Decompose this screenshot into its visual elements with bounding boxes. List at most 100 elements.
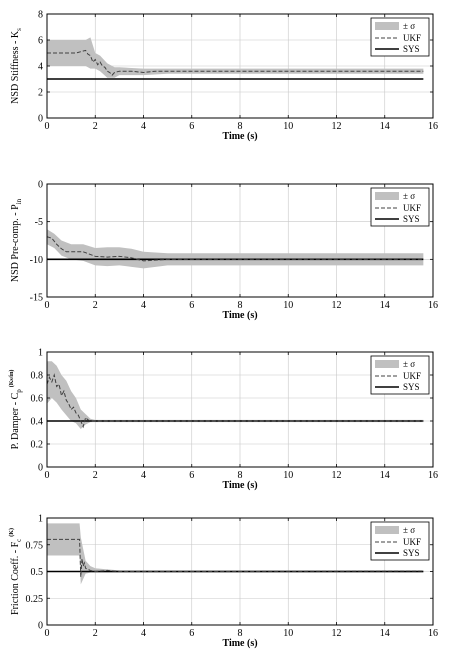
x-tick-label: 4 (141, 300, 146, 311)
plot-data (47, 361, 424, 430)
sigma-band (47, 37, 424, 78)
x-tick-label: 2 (93, 300, 98, 311)
y-tick-label: -5 (35, 217, 43, 228)
y-tick-label: 0.5 (31, 567, 44, 578)
legend-label-band: ± σ (403, 21, 415, 31)
x-tick-label: 2 (93, 628, 98, 639)
y-axis-label: Friction Coeff. - Fc(K) (8, 528, 23, 615)
y-tick-label: 8 (38, 10, 43, 21)
legend-label-sys: SYS (403, 548, 420, 558)
x-tick-label: 12 (332, 300, 342, 311)
x-tick-label: 16 (428, 470, 438, 481)
x-tick-label: 0 (45, 121, 50, 132)
y-axis-label-subscript: in (15, 198, 23, 204)
y-tick-label: 0.75 (26, 540, 44, 551)
plot-data (47, 523, 424, 585)
legend-label-sys: SYS (403, 44, 420, 54)
y-tick-label: 0.4 (31, 417, 44, 428)
y-axis-label-subscript: p (15, 389, 23, 393)
y-tick-label: 6 (38, 36, 43, 47)
chart-panel-4: 0 2 4 6 8 10 12 14 16 0 0.25 0.5 0.75 1 Time (s) Fricti… (8, 514, 438, 650)
y-axis-label-subscript: c (15, 539, 23, 542)
x-axis-label: Time (s) (222, 480, 257, 491)
y-axis-label-main: Friction Coeff. - F (10, 541, 21, 615)
y-tick-label: 0.2 (31, 440, 44, 451)
chart-panel-3: 0 2 4 6 8 10 12 14 16 0 0.2 0.4 0.6 0.8 1 Time (s) P. Da… (8, 348, 438, 492)
y-tick-label: 0 (38, 621, 43, 632)
legend-label-band: ± σ (403, 359, 415, 369)
sigma-band (47, 229, 424, 269)
x-tick-label: 0 (45, 300, 50, 311)
x-tick-label: 2 (93, 121, 98, 132)
x-tick-label: 10 (283, 470, 293, 481)
legend-label-ukf: UKF (403, 537, 421, 547)
x-tick-label: 16 (428, 300, 438, 311)
legend-swatch-band (375, 526, 399, 534)
legend-swatch-band (375, 360, 399, 368)
y-axis-label-main: P. Damper - C (10, 392, 21, 449)
legend-swatch-band (375, 22, 399, 30)
y-tick-label: 1 (38, 514, 43, 525)
ukf-line (47, 49, 424, 76)
legend-swatch-band (375, 192, 399, 200)
y-axis-label: P. Damper - Cp(Ks/in) (8, 370, 23, 450)
x-tick-label: 14 (380, 628, 390, 639)
x-tick-label: 8 (238, 300, 243, 311)
chart-panel-2: 0 2 4 6 8 10 12 14 16 -15 -10 -5 0 Time (s) NSD Pre-co… (10, 180, 438, 322)
y-tick-label: -15 (30, 293, 43, 304)
y-tick-label: -10 (30, 255, 43, 266)
x-tick-label: 14 (380, 300, 390, 311)
y-tick-label: 1 (38, 348, 43, 359)
plot-data (47, 229, 424, 269)
y-axis-label-main: NSD Stiffness - K (10, 30, 21, 104)
x-tick-label: 14 (380, 470, 390, 481)
legend-label-ukf: UKF (403, 33, 421, 43)
sigma-band (47, 361, 424, 430)
plot-data (47, 37, 424, 80)
x-tick-label: 8 (238, 121, 243, 132)
x-axis-label: Time (s) (222, 310, 257, 321)
y-axis-label-unit: (K) (8, 528, 15, 537)
x-axis-label: Time (s) (222, 131, 257, 142)
y-tick-label: 0 (38, 180, 43, 191)
y-tick-label: 0 (38, 463, 43, 474)
x-tick-label: 10 (283, 121, 293, 132)
x-tick-label: 12 (332, 470, 342, 481)
x-tick-label: 12 (332, 628, 342, 639)
x-tick-label: 6 (189, 628, 194, 639)
x-tick-label: 12 (332, 121, 342, 132)
x-tick-label: 8 (238, 470, 243, 481)
y-axis-label-unit: (Ks/in) (8, 370, 15, 388)
x-tick-label: 0 (45, 628, 50, 639)
legend-label-sys: SYS (403, 214, 420, 224)
legend-label-ukf: UKF (403, 371, 421, 381)
x-tick-label: 4 (141, 628, 146, 639)
ukf-line (47, 373, 424, 429)
legend-label-sys: SYS (403, 382, 420, 392)
x-tick-label: 6 (189, 121, 194, 132)
x-tick-label: 16 (428, 121, 438, 132)
legend-label-band: ± σ (403, 191, 415, 201)
y-tick-label: 0.6 (31, 394, 44, 405)
y-axis-label: NSD Pre-comp. - Pin (10, 198, 23, 282)
x-tick-label: 10 (283, 628, 293, 639)
y-tick-label: 2 (38, 88, 43, 99)
x-tick-label: 10 (283, 300, 293, 311)
x-axis-label: Time (s) (222, 638, 257, 649)
y-tick-label: 0.8 (31, 371, 44, 382)
x-tick-label: 4 (141, 470, 146, 481)
sigma-band (47, 523, 424, 585)
x-tick-label: 6 (189, 470, 194, 481)
x-tick-label: 4 (141, 121, 146, 132)
x-tick-label: 8 (238, 628, 243, 639)
y-tick-label: 0.25 (26, 594, 44, 605)
x-tick-label: 16 (428, 628, 438, 639)
x-tick-label: 2 (93, 470, 98, 481)
ukf-line (47, 538, 424, 577)
ukf-line (47, 236, 424, 262)
x-tick-label: 14 (380, 121, 390, 132)
